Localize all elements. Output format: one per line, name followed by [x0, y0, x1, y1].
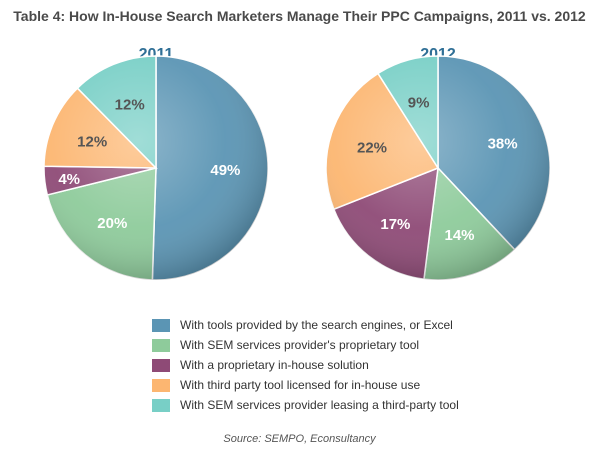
source-note: Source: SEMPO, Econsultancy — [223, 433, 376, 445]
slice-label: 17% — [380, 216, 410, 233]
legend-swatch — [152, 378, 170, 392]
legend-swatch — [152, 338, 170, 352]
legend-label: With third party tool licensed for in-ho… — [180, 378, 421, 392]
slice-label: 49% — [210, 162, 240, 179]
chart-title: Table 4: How In-House Search Marketers M… — [13, 8, 586, 24]
legend-item: With SEM services provider leasing a thi… — [152, 395, 512, 415]
legend-item: With SEM services provider's proprietary… — [152, 335, 512, 355]
slice-label: 9% — [408, 94, 430, 111]
slice-label: 38% — [488, 135, 518, 152]
slice-label: 12% — [77, 134, 107, 151]
slice-label: 22% — [357, 140, 387, 157]
legend-swatch — [152, 318, 170, 332]
legend-label: With a proprietary in-house solution — [180, 358, 369, 372]
legend-swatch — [152, 358, 170, 372]
legend-item: With tools provided by the search engine… — [152, 315, 512, 335]
legend-label: With tools provided by the search engine… — [180, 318, 453, 332]
legend: With tools provided by the search engine… — [152, 315, 512, 415]
legend-item: With third party tool licensed for in-ho… — [152, 375, 512, 395]
legend-item: With a proprietary in-house solution — [152, 355, 512, 375]
legend-swatch — [152, 398, 170, 412]
slice-label: 4% — [58, 171, 80, 188]
legend-label: With SEM services provider's proprietary… — [180, 338, 420, 352]
slice-label: 20% — [97, 215, 127, 232]
legend-label: With SEM services provider leasing a thi… — [180, 398, 459, 412]
slice-label: 14% — [444, 227, 474, 244]
slice-label: 12% — [115, 97, 145, 114]
